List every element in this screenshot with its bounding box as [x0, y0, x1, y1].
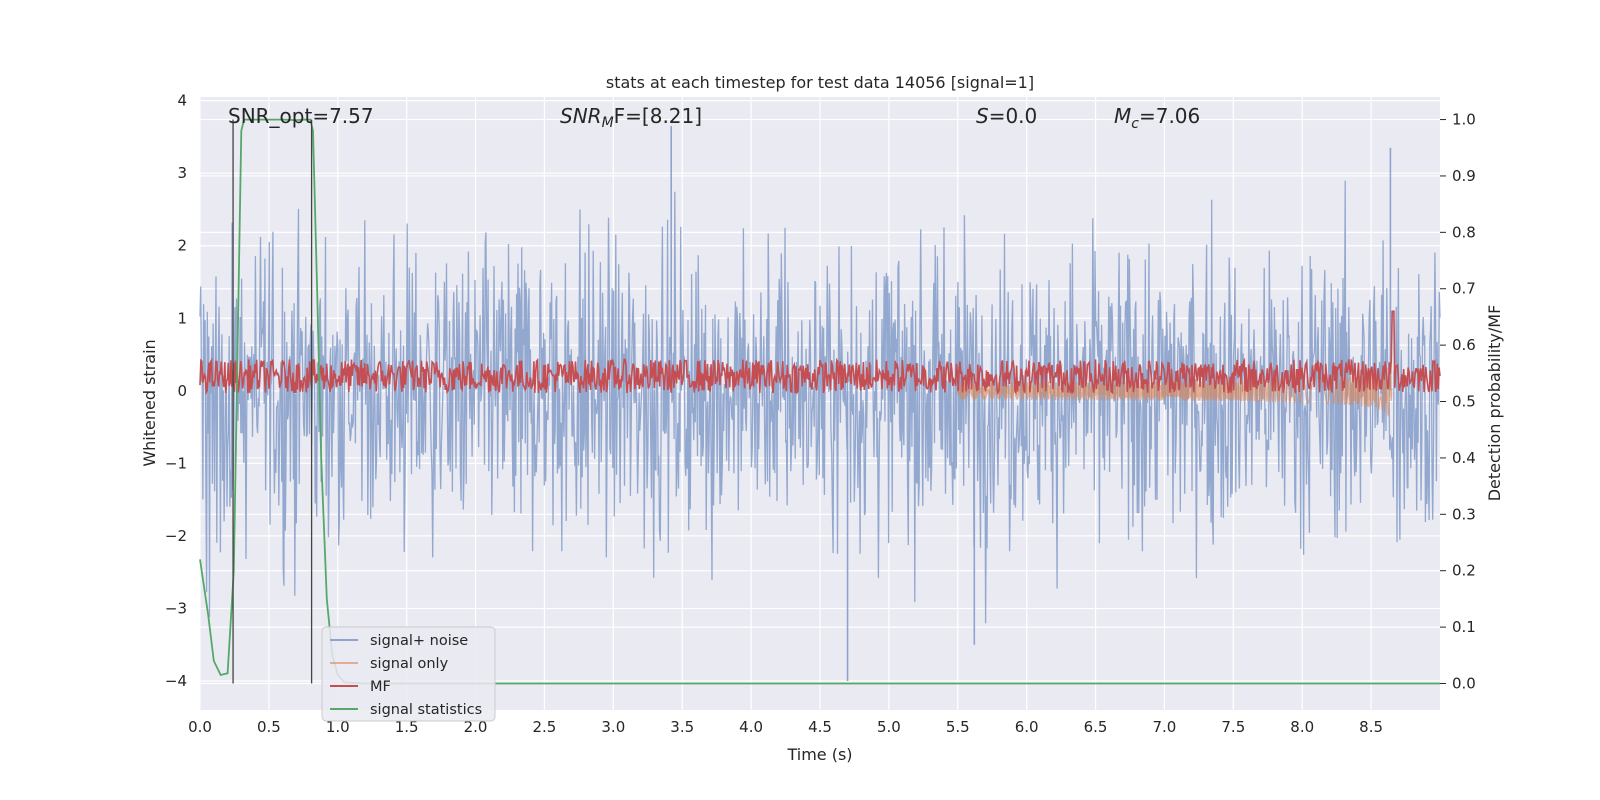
x-tick-label-10: 5.0 [877, 718, 901, 736]
y-tick-label-left-4: 0 [177, 382, 187, 400]
legend-label-signal-statistics: signal statistics [370, 702, 482, 718]
y-tick-label-left-2: 2 [177, 237, 187, 255]
x-tick-label-5: 2.5 [533, 718, 557, 736]
x-tick-label-14: 7.0 [1153, 718, 1177, 736]
legend-label-signal-noise: signal+ noise [370, 633, 468, 649]
legend: signal+ noise signal only MF signal stat… [321, 626, 496, 722]
y-tick-label-left-8: −4 [165, 672, 187, 690]
x-tick-label-11: 5.5 [946, 718, 970, 736]
x-tick-label-1: 0.5 [257, 718, 281, 736]
x-tick-label-0: 0.0 [188, 718, 212, 736]
x-axis-label: Time (s) [786, 745, 852, 764]
y-tick-label-left-5: −1 [165, 454, 187, 472]
x-tick-label-12: 6.0 [1015, 718, 1039, 736]
x-tick-label-3: 1.5 [395, 718, 419, 736]
y-tick-label-right-1: 0.9 [1452, 167, 1476, 185]
y-tick-label-right-4: 0.6 [1452, 336, 1476, 354]
x-tick-label-15: 7.5 [1221, 718, 1245, 736]
x-tick-label-6: 3.0 [601, 718, 625, 736]
x-tick-label-16: 8.0 [1290, 718, 1314, 736]
legend-label-signal-only: signal only [370, 656, 449, 672]
y-tick-label-right-8: 0.2 [1452, 562, 1476, 580]
x-tick-labels: 0.0 0.5 1.0 1.5 2.0 2.5 3.0 3.5 4.0 4.5 5.0 5.5 6.0 6… [188, 718, 1383, 736]
x-tick-label-13: 6.5 [1084, 718, 1108, 736]
x-tick-label-2: 1.0 [326, 718, 350, 736]
y-tick-label-left-7: −3 [165, 599, 187, 617]
y-tick-label-right-3: 0.7 [1452, 280, 1476, 298]
y-tick-label-left-6: −2 [165, 527, 187, 545]
y-tick-label-right-9: 0.1 [1452, 618, 1476, 636]
x-tick-label-4: 2.0 [464, 718, 488, 736]
vertical-markers [232, 119, 313, 684]
y-tick-label-left-1: 3 [177, 164, 187, 182]
y-tick-label-right-10: 0.0 [1452, 674, 1476, 692]
right-y-tick-labels: 1.0 0.9 0.8 0.7 0.6 0.5 0.4 0.3 0.2 0.1 0.0 [1440, 111, 1476, 692]
x-tick-label-17: 8.5 [1359, 718, 1383, 736]
y-tick-label-right-5: 0.5 [1452, 393, 1476, 411]
y-tick-label-right-0: 1.0 [1452, 111, 1476, 129]
y-tick-label-left-0: 4 [177, 92, 187, 110]
y-tick-label-right-2: 0.8 [1452, 223, 1476, 241]
y-tick-label-right-6: 0.4 [1452, 449, 1476, 467]
legend-box [321, 626, 496, 722]
x-tick-label-8: 4.0 [739, 718, 763, 736]
annotation-s: S=0.0 [976, 104, 1037, 128]
legend-label-mf: MF [370, 679, 391, 695]
series-mf [199, 310, 1441, 396]
annotation-mc: Mc=7.06 [1114, 104, 1200, 132]
x-tick-label-7: 3.5 [670, 718, 694, 736]
left-y-tick-labels: 4 3 2 1 0 −1 −2 −3 −4 [165, 92, 187, 690]
annotation-snr-mf: SNRMF=[8.21] [560, 104, 702, 131]
chart-title: stats at each timestep for test data 140… [606, 73, 1034, 92]
series-layer [199, 118, 1441, 685]
x-tick-label-9: 4.5 [808, 718, 832, 736]
y-tick-label-left-3: 1 [177, 309, 187, 327]
y-axis-label-right: Detection probability/MF [1485, 305, 1504, 502]
y-axis-label-left: Whitened strain [140, 339, 159, 466]
y-tick-label-right-7: 0.3 [1452, 505, 1476, 523]
annotation-snr-opt: SNR_opt=7.57 [228, 104, 374, 128]
